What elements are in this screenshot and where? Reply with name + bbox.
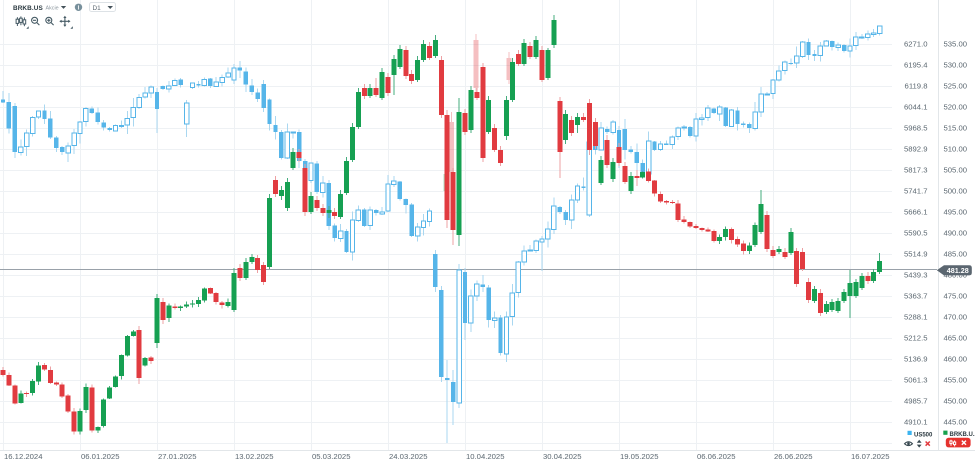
- svg-text:4985.7: 4985.7: [904, 397, 928, 406]
- svg-text:475.00: 475.00: [943, 292, 967, 301]
- svg-text:445.00: 445.00: [943, 418, 967, 427]
- svg-text:490.00: 490.00: [943, 229, 967, 238]
- svg-text:06.06.2025: 06.06.2025: [697, 452, 735, 461]
- svg-text:16.07.2025: 16.07.2025: [851, 452, 889, 461]
- svg-text:27.01.2025: 27.01.2025: [158, 452, 196, 461]
- svg-text:455.00: 455.00: [943, 376, 967, 385]
- svg-text:5514.9: 5514.9: [904, 250, 928, 259]
- svg-text:525.00: 525.00: [943, 82, 967, 91]
- svg-text:5439.3: 5439.3: [904, 271, 928, 280]
- svg-text:450.00: 450.00: [943, 397, 967, 406]
- svg-text:4910.1: 4910.1: [904, 418, 928, 427]
- svg-text:5061.3: 5061.3: [904, 376, 928, 385]
- svg-text:535.00: 535.00: [943, 40, 967, 49]
- svg-text:US500: US500: [914, 432, 933, 438]
- svg-text:06.01.2025: 06.01.2025: [81, 452, 119, 461]
- svg-text:5363.7: 5363.7: [904, 292, 928, 301]
- svg-text:13.02.2025: 13.02.2025: [235, 452, 273, 461]
- svg-text:6271.0: 6271.0: [904, 40, 928, 49]
- svg-text:5136.9: 5136.9: [904, 355, 928, 364]
- svg-text:5212.5: 5212.5: [904, 334, 928, 343]
- svg-text:D1: D1: [93, 5, 102, 12]
- svg-text:BRKB.US: BRKB.US: [13, 5, 43, 12]
- svg-text:05.03.2025: 05.03.2025: [312, 452, 350, 461]
- svg-text:485.00: 485.00: [943, 250, 967, 259]
- svg-text:495.00: 495.00: [943, 208, 967, 217]
- svg-text:5968.5: 5968.5: [904, 124, 928, 133]
- svg-text:16.12.2024: 16.12.2024: [4, 452, 43, 461]
- svg-text:5666.1: 5666.1: [904, 208, 928, 217]
- svg-text:BRKB.U..: BRKB.U..: [950, 432, 975, 438]
- svg-text:515.00: 515.00: [943, 124, 967, 133]
- svg-text:520.00: 520.00: [943, 103, 967, 112]
- svg-text:465.00: 465.00: [943, 334, 967, 343]
- svg-text:5590.5: 5590.5: [904, 229, 928, 238]
- svg-text:6119.8: 6119.8: [905, 82, 928, 91]
- svg-text:Akcie: Akcie: [46, 6, 59, 12]
- svg-text:510.00: 510.00: [943, 145, 967, 154]
- svg-text:500.00: 500.00: [943, 187, 967, 196]
- svg-text:24.03.2025: 24.03.2025: [389, 452, 427, 461]
- svg-text:505.00: 505.00: [943, 166, 967, 175]
- svg-text:460.00: 460.00: [943, 355, 967, 364]
- svg-text:5817.3: 5817.3: [904, 166, 928, 175]
- svg-text:530.00: 530.00: [943, 61, 967, 70]
- svg-text:6195.4: 6195.4: [904, 61, 928, 70]
- svg-text:5892.9: 5892.9: [904, 145, 928, 154]
- svg-text:26.06.2025: 26.06.2025: [774, 452, 812, 461]
- svg-text:5741.7: 5741.7: [904, 187, 928, 196]
- svg-text:6044.1: 6044.1: [904, 103, 928, 112]
- svg-text:19.05.2025: 19.05.2025: [620, 452, 658, 461]
- svg-text:10.04.2025: 10.04.2025: [466, 452, 504, 461]
- svg-text:5288.1: 5288.1: [904, 313, 928, 322]
- svg-text:470.00: 470.00: [943, 313, 967, 322]
- svg-text:30.04.2025: 30.04.2025: [543, 452, 581, 461]
- svg-text:481.28: 481.28: [947, 266, 969, 275]
